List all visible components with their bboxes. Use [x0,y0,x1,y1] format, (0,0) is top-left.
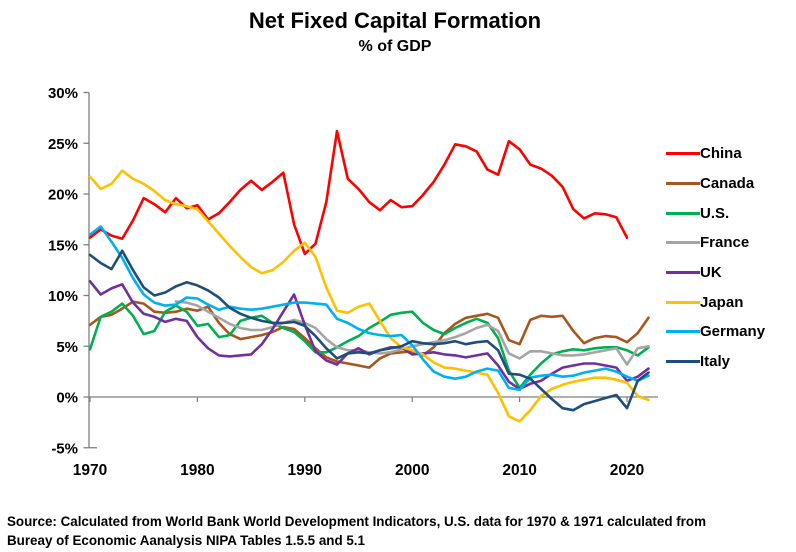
legend-swatch [666,330,700,334]
legend-item-japan: Japan [666,287,765,317]
legend: China Canada U.S. France UK Japan Germany Italy [666,139,765,377]
series-line-japan [88,169,650,423]
x-axis-tick-label: 1970 [73,462,107,479]
legend-swatch [666,211,700,215]
x-axis-tick-label: 2010 [502,462,536,479]
legend-label: UK [700,264,722,282]
chart-title: Net Fixed Capital Formation [248,8,542,33]
legend-label: U.S. [700,204,730,222]
legend-item-uk: UK [666,258,765,288]
y-axis-tick-label: 5% [56,339,78,356]
x-axis-tick-label: 1990 [288,462,322,479]
legend-label: China [700,145,742,163]
series-line-china [88,129,629,256]
y-axis-tick-label: -5% [51,440,78,457]
legend-swatch [666,271,700,275]
x-axis-tick-label: 2000 [395,462,429,479]
x-axis-tick-label: 2020 [610,462,644,479]
legend-label: France [700,234,750,252]
legend-item-china: China [666,139,765,169]
legend-label: Canada [700,175,755,193]
legend-label: Italy [700,353,731,371]
y-axis-tick-label: 10% [48,288,78,305]
y-axis-tick-label: 30% [48,85,78,102]
y-axis-tick-label: 20% [48,187,78,204]
y-axis-tick-label: 25% [48,136,78,153]
series-line-italy [88,249,650,412]
legend-swatch [666,300,700,304]
series-line-germany [88,225,650,392]
x-axis-tick-label: 1980 [180,462,214,479]
series-line-uk [88,279,650,391]
legend-label: Germany [700,323,766,341]
source-note: Source: Calculated from World Bank World… [7,512,793,551]
source-line-1: Source: Calculated from World Bank World… [7,514,706,529]
legend-swatch [666,241,700,245]
legend-item-us: U.S. [666,198,765,228]
legend-swatch [666,182,700,186]
legend-item-canada: Canada [666,169,765,199]
y-axis-tick-label: 0% [56,390,78,407]
source-line-2: Bureay of Economic Aanalysis NIPA Tables… [7,533,365,549]
legend-item-germany: Germany [666,317,765,347]
legend-item-italy: Italy [666,347,765,377]
y-axis-tick-label: 15% [48,237,78,254]
legend-item-france: France [666,228,765,258]
legend-swatch [666,152,700,156]
legend-label: Japan [700,293,744,311]
chart-subtitle: % of GDP [358,38,432,55]
series-line-canada [88,300,650,369]
legend-swatch [666,360,700,364]
